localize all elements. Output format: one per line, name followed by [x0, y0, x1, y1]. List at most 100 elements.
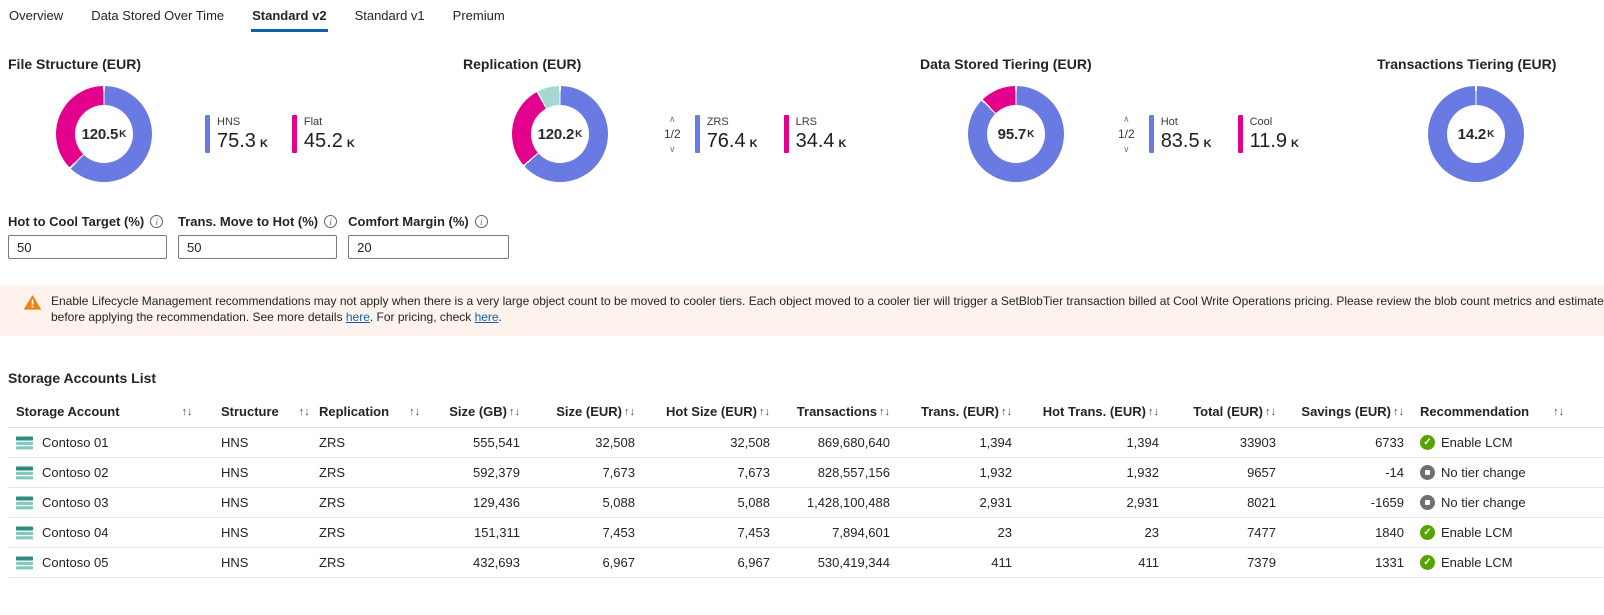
chart-group-file-structure: File Structure (EUR) 120.5 K HNS 75.3 K F…: [0, 56, 440, 182]
table-row[interactable]: Contoso 05 HNS ZRS 432,693 6,967 6,967 5…: [8, 548, 1604, 578]
column-header[interactable]: Transactions ↑↓: [778, 396, 898, 428]
chevron-down-icon[interactable]: ∨: [669, 144, 676, 154]
storage-account-name: Contoso 01: [42, 435, 109, 450]
info-icon[interactable]: i: [474, 215, 488, 228]
column-header-label: Total (EUR): [1193, 404, 1263, 419]
details-link[interactable]: here: [345, 309, 370, 324]
legend-label: Cool: [1249, 115, 1273, 128]
cell-size-eur: 5,088: [602, 495, 635, 510]
cell-recommendation: Enable LCM: [1412, 548, 1604, 578]
input-group-hot-to-cool-target: Hot to Cool Target (%) i: [8, 214, 167, 259]
pager-label: 1/2: [664, 127, 681, 141]
storage-account-name: Contoso 02: [42, 465, 109, 480]
recommendation-label: Enable LCM: [1441, 435, 1513, 450]
donut-center-value: 120.5: [81, 125, 119, 143]
warning-text-line1: Enable Lifecycle Management recommendati…: [51, 294, 1604, 308]
table-row[interactable]: Contoso 03 HNS ZRS 129,436 5,088 5,088 1…: [8, 488, 1604, 518]
table-row[interactable]: Contoso 02 HNS ZRS 592,379 7,673 7,673 8…: [8, 458, 1604, 488]
column-header-label: Size (EUR): [556, 404, 622, 419]
info-icon[interactable]: i: [150, 215, 164, 228]
chart-title: Replication (EUR): [463, 56, 582, 72]
cell-replication: ZRS: [319, 495, 345, 510]
column-header[interactable]: Trans. (EUR) ↑↓: [898, 396, 1020, 428]
cell-total-eur: 8021: [1247, 495, 1276, 510]
cell-structure: HNS: [221, 555, 249, 570]
column-header[interactable]: Hot Size (EUR) ↑↓: [643, 396, 778, 428]
cell-hot-size-eur: 5,088: [737, 495, 770, 510]
table-row[interactable]: Contoso 04 HNS ZRS 151,311 7,453 7,453 7…: [8, 518, 1604, 548]
sort-icon[interactable]: ↑↓: [298, 405, 310, 418]
cell-storage-account: Contoso 04: [8, 518, 213, 548]
info-icon[interactable]: i: [324, 215, 338, 228]
legend-item: ZRS 76.4 K: [694, 115, 758, 153]
tab[interactable]: Premium: [452, 2, 506, 32]
tab[interactable]: Standard v2: [251, 2, 328, 32]
chevron-up-icon[interactable]: ∧: [669, 114, 676, 124]
cell-size-gb: 555,541: [473, 435, 520, 450]
cell-size-eur: 6,967: [602, 555, 635, 570]
cell-replication: ZRS: [319, 555, 345, 570]
cell-hot-trans-eur: 23: [1144, 525, 1159, 540]
column-header[interactable]: Recommendation ↑↓: [1412, 396, 1604, 428]
legend-value: 83.5: [1160, 129, 1200, 152]
tab[interactable]: Standard v1: [354, 2, 426, 32]
sort-icon[interactable]: ↑↓: [1265, 405, 1276, 418]
column-header[interactable]: Hot Trans. (EUR) ↑↓: [1020, 396, 1167, 428]
legend-value: 45.2: [303, 129, 343, 152]
column-header[interactable]: Structure ↑↓: [213, 396, 311, 428]
recommendation-label: No tier change: [1441, 495, 1526, 510]
pricing-link[interactable]: here: [474, 309, 499, 324]
cell-recommendation: Enable LCM: [1412, 428, 1604, 458]
column-header-label: Replication: [319, 404, 390, 419]
donut-center-suffix: K: [575, 128, 583, 140]
donut-chart-transactions-tiering[interactable]: 14.2 K: [1428, 86, 1524, 182]
storage-account-icon: [16, 436, 33, 450]
legend-color-bar: [694, 115, 700, 153]
column-header-label: Hot Trans. (EUR): [1042, 404, 1146, 419]
donut-chart-data-stored-tiering[interactable]: 95.7 K: [968, 86, 1064, 182]
sort-icon[interactable]: ↑↓: [1148, 405, 1159, 418]
legend-value-suffix: K: [259, 137, 268, 150]
storage-accounts-list-title: Storage Accounts List: [8, 370, 157, 386]
chevron-down-icon[interactable]: ∨: [1123, 144, 1130, 154]
table-row[interactable]: Contoso 01 HNS ZRS 555,541 32,508 32,508…: [8, 428, 1604, 458]
storage-account-icon: [16, 526, 33, 540]
tab-label: Data Stored Over Time: [91, 8, 225, 23]
input-label: Hot to Cool Target (%): [8, 214, 145, 229]
column-header-label: Savings (EUR): [1301, 404, 1391, 419]
legend-item: Cool 11.9 K: [1237, 115, 1299, 153]
sort-icon[interactable]: ↑↓: [624, 405, 635, 418]
hot-to-cool-target-input[interactable]: [8, 235, 167, 259]
column-header-label: Structure: [221, 404, 279, 419]
column-header[interactable]: Replication ↑↓: [311, 396, 423, 428]
storage-account-name: Contoso 03: [42, 495, 109, 510]
column-header[interactable]: Storage Account ↑↓: [8, 396, 213, 428]
donut-chart-replication[interactable]: 120.2 K: [512, 86, 608, 182]
donut-center: 95.7 K: [987, 105, 1045, 163]
sort-icon[interactable]: ↑↓: [879, 405, 890, 418]
column-header[interactable]: Savings (EUR) ↑↓: [1284, 396, 1412, 428]
column-header[interactable]: Size (EUR) ↑↓: [528, 396, 643, 428]
sort-icon[interactable]: ↑↓: [409, 405, 421, 418]
tab[interactable]: Overview: [8, 2, 64, 32]
sort-icon[interactable]: ↑↓: [1001, 405, 1012, 418]
trans-move-to-hot-input[interactable]: [178, 235, 337, 259]
tab[interactable]: Data Stored Over Time: [90, 2, 225, 32]
chevron-up-icon[interactable]: ∧: [1123, 114, 1130, 124]
donut-chart-file-structure[interactable]: 120.5 K: [56, 86, 152, 182]
sort-icon[interactable]: ↑↓: [759, 405, 770, 418]
column-header[interactable]: Total (EUR) ↑↓: [1167, 396, 1284, 428]
column-header[interactable]: Size (GB) ↑↓: [423, 396, 528, 428]
sort-icon[interactable]: ↑↓: [1553, 405, 1565, 418]
comfort-margin-input[interactable]: [348, 235, 510, 259]
sort-icon[interactable]: ↑↓: [181, 405, 193, 418]
cell-total-eur: 33903: [1239, 435, 1276, 450]
cell-size-gb: 592,379: [473, 465, 520, 480]
sort-icon[interactable]: ↑↓: [509, 405, 520, 418]
sort-icon[interactable]: ↑↓: [1393, 405, 1404, 418]
cell-hot-size-eur: 32,508: [730, 435, 770, 450]
warning-banner: Enable Lifecycle Management recommendati…: [0, 285, 1604, 336]
tab-bar: Overview Data Stored Over Time Standard v2…: [0, 0, 1604, 32]
donut-center: 120.2 K: [531, 105, 589, 163]
column-header-label: Trans. (EUR): [920, 404, 999, 419]
